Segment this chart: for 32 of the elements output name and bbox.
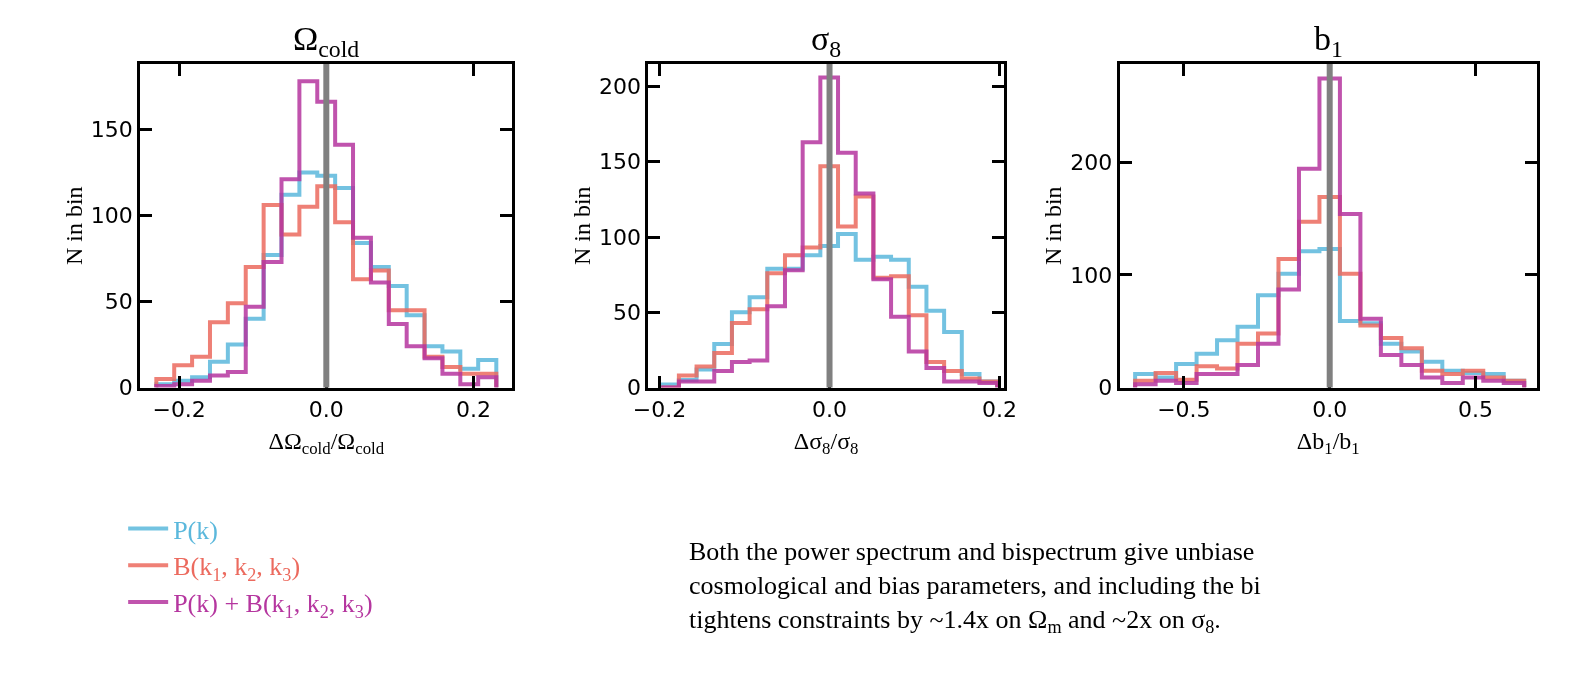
legend-label: P(k): [173, 515, 218, 545]
y-axis-title: N in bin: [1040, 186, 1067, 266]
x-tick-label: 0.2: [982, 397, 1018, 423]
y-axis-title: N in bin: [60, 186, 87, 266]
y-tick-label: 50: [613, 300, 642, 326]
x-tick-label: 0.0: [308, 397, 344, 423]
chart-title: Ω$_{cold}$: [293, 20, 360, 63]
y-tick-label: 200: [599, 74, 642, 100]
x-axis-title: Δb$_{1}$/b$_{1}$: [1296, 428, 1360, 459]
text: Both the power spectrum and bispectrum give unbiase cosmological and bias parameters, and including the bi tightens constraints by ~1.4x on Ω$_{m}$ and ~2x on σ$_{8}$.: [689, 537, 1261, 638]
y-tick-label: 100: [599, 224, 642, 250]
x-axis-title: ΔΩ$_{cold}$/Ω$_{cold}$: [268, 428, 385, 459]
legend-label: P(k) + B(k$_{1}$, k$_{2}$, k$_{3}$): [173, 589, 373, 622]
y-tick-label: 0: [118, 375, 133, 401]
y-tick-label: 0: [1098, 375, 1113, 401]
x-tick-label: 0.2: [455, 397, 491, 423]
x-tick-label: 0.0: [812, 397, 848, 423]
chart-title: σ$_{8}$: [811, 20, 842, 63]
legend-label: B(k$_{1}$, k$_{2}$, k$_{3}$): [173, 552, 301, 585]
y-tick-label: 100: [90, 203, 133, 229]
chart-title: b$_{1}$: [1314, 20, 1343, 63]
x-axis-title: Δσ$_{8}$/σ$_{8}$: [793, 428, 859, 459]
y-tick-label: 200: [1070, 149, 1113, 175]
x-tick-label: 0.5: [1458, 397, 1494, 423]
y-tick-label: 100: [1070, 262, 1113, 288]
y-tick-label: 150: [90, 117, 133, 143]
x-tick-label: 0.0: [1312, 397, 1348, 423]
y-tick-label: 150: [599, 149, 642, 175]
x-tick-label: −0.2: [152, 397, 206, 423]
y-tick-label: 50: [104, 289, 133, 315]
x-tick-label: −0.5: [1157, 397, 1211, 423]
y-axis-title: N in bin: [569, 186, 596, 266]
